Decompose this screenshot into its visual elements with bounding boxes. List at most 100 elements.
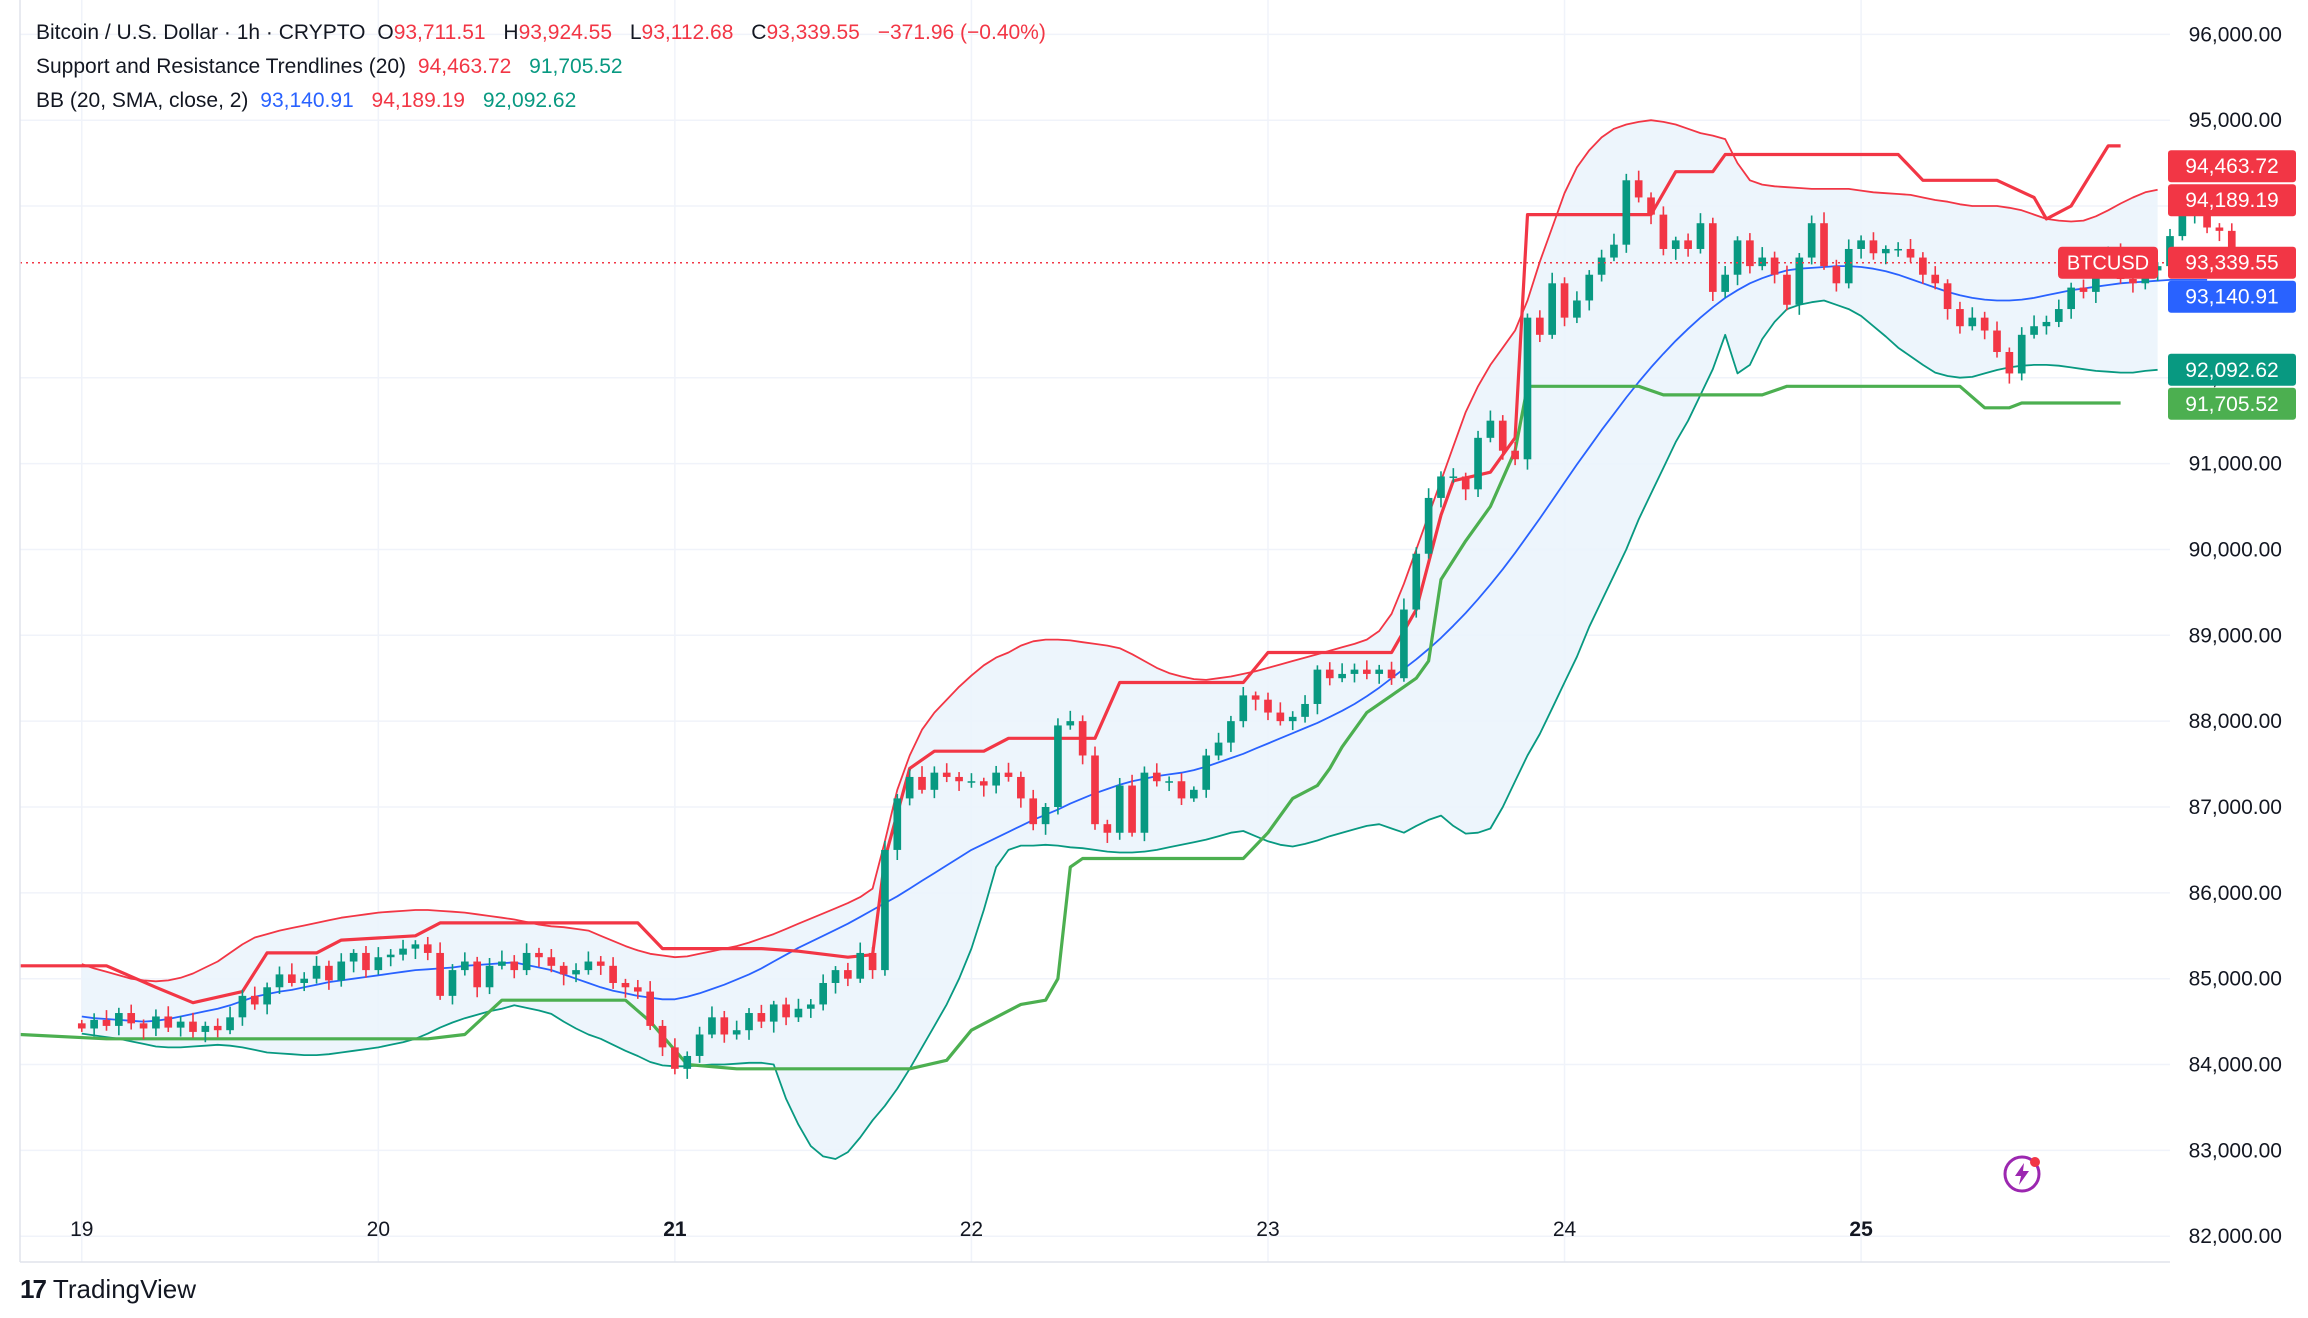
candle-body <box>2129 279 2137 284</box>
time-tick-label: 22 <box>960 1218 983 1241</box>
price-tick-label: 89,000.00 <box>2189 624 2282 647</box>
candle-body <box>349 952 358 962</box>
candle-body <box>288 974 296 983</box>
bb-band-area <box>81 120 2158 1160</box>
candle-body <box>1054 725 1062 807</box>
candle-body <box>1634 180 1643 198</box>
close-label: C <box>751 21 767 44</box>
candle-body <box>90 1019 98 1029</box>
price-tick-label: 87,000.00 <box>2189 796 2282 819</box>
candle-body <box>460 961 469 971</box>
candle-body <box>1894 248 1902 251</box>
candle-body <box>1832 266 1841 284</box>
price-tick-label: 90,000.00 <box>2189 538 2282 561</box>
candle-body <box>152 1016 160 1029</box>
candle-body <box>1103 824 1112 833</box>
candle-body <box>1647 197 1655 215</box>
candle-body <box>881 849 889 971</box>
candle-body <box>498 961 506 966</box>
candle-body <box>1338 673 1346 679</box>
bb-upper-line <box>81 119 2158 983</box>
candle-body <box>164 1016 173 1028</box>
candle-body <box>819 982 827 1005</box>
candle-body <box>979 781 988 786</box>
candle-body <box>1251 695 1260 700</box>
candle-body <box>1350 669 1359 674</box>
candle-body <box>1165 781 1173 783</box>
candle-body <box>337 961 346 981</box>
support-value: 91,705.52 <box>529 55 623 78</box>
bb-lower-line <box>81 299 2158 1160</box>
candle-body <box>139 1023 148 1029</box>
candle-body <box>362 952 370 971</box>
price-tick-label: 85,000.00 <box>2189 968 2282 991</box>
candle-body <box>695 1034 704 1056</box>
axis-frame <box>19 0 2170 1263</box>
time-axis[interactable]: 19 20 21 22 23 24 25 <box>70 1218 1873 1241</box>
candle-body <box>510 961 519 971</box>
candle-body <box>213 1025 222 1031</box>
price-tick-label: 84,000.00 <box>2189 1054 2282 1077</box>
candle-body <box>1857 240 1865 249</box>
candle-body <box>325 965 333 981</box>
candle-body <box>2079 287 2088 292</box>
open-label: O <box>377 21 394 44</box>
candle-body <box>423 944 432 953</box>
price-axis-label: 93,140.91 <box>2168 280 2296 313</box>
candle-body <box>572 970 580 975</box>
tradingview-logo-icon: 17 <box>20 1274 47 1304</box>
candle-body <box>1980 317 1989 331</box>
low-label: L <box>629 21 642 44</box>
candle-body <box>794 1008 803 1018</box>
candle-body <box>2005 351 2014 374</box>
candle-body <box>399 948 407 955</box>
candle-body <box>485 965 494 988</box>
time-tick-label: 19 <box>70 1218 93 1241</box>
candle-body <box>77 1023 86 1029</box>
candle-body <box>115 1013 123 1026</box>
candle-body <box>942 772 951 777</box>
chart-legend: Bitcoin / U.S. Dollar · 1h · CRYPTO O93,… <box>36 16 1046 118</box>
candle-body <box>1461 476 1470 490</box>
candle-body <box>1795 257 1804 305</box>
candle-body <box>102 1019 111 1026</box>
price-tick-label: 86,000.00 <box>2189 882 2282 905</box>
candle-body <box>2203 206 2211 228</box>
candle-body <box>633 987 642 992</box>
candle-body <box>1400 609 1408 679</box>
price-label-bg <box>2168 353 2296 386</box>
candle-body <box>1140 772 1149 833</box>
price-axis-label: 92,092.62 <box>2168 353 2296 386</box>
candle-body <box>535 952 543 958</box>
candle-body <box>1041 806 1050 825</box>
candle-body <box>1004 772 1013 777</box>
sr-legend-row[interactable]: Support and Resistance Trendlines (20) 9… <box>36 50 1046 84</box>
candle-body <box>1115 785 1124 833</box>
symbol-tag-bg <box>2058 246 2158 279</box>
candle-body <box>1869 240 1878 254</box>
brand-name: TradingView <box>52 1274 196 1304</box>
candle-body <box>1956 309 1964 327</box>
candle-body <box>201 1025 210 1032</box>
candle-body <box>1017 776 1025 799</box>
candle-body <box>1177 781 1186 799</box>
candle-body <box>844 970 852 979</box>
candle-body <box>1844 248 1853 284</box>
symbol-legend-row[interactable]: Bitcoin / U.S. Dollar · 1h · CRYPTO O93,… <box>36 16 1046 50</box>
candle-body <box>646 991 655 1026</box>
candle-body <box>930 772 939 790</box>
price-label-bg <box>2168 387 2296 420</box>
candle-body <box>1424 497 1433 554</box>
candle-body <box>671 1047 679 1069</box>
candle-body <box>374 957 383 971</box>
candle-body <box>955 776 963 782</box>
candle-body <box>757 1013 766 1022</box>
tradingview-brand[interactable]: 17 TradingView <box>20 1274 196 1305</box>
bb-legend-row[interactable]: BB (20, SMA, close, 2) 93,140.91 94,189.… <box>36 84 1046 118</box>
candle-body <box>1227 721 1235 743</box>
candle-body <box>2067 287 2075 310</box>
candle-body <box>1325 669 1334 679</box>
candle-body <box>1671 240 1680 249</box>
lightning-icon[interactable] <box>2002 1154 2042 1194</box>
